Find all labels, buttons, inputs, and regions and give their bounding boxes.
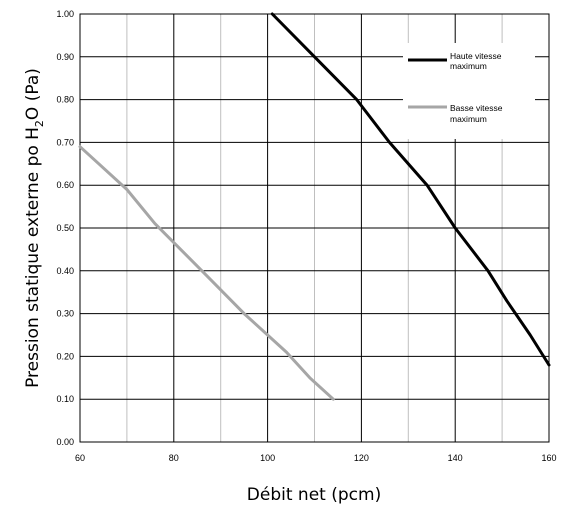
y-tick-label: 0.20 — [56, 351, 74, 361]
y-axis-title-subscript: 2 — [33, 120, 46, 127]
x-tick-label: 160 — [541, 453, 556, 463]
y-axis-title-main: Pression statique externe po H — [23, 127, 43, 388]
y-tick-label: 0.40 — [56, 266, 74, 276]
series-lines — [78, 12, 551, 401]
y-tick-labels: 0.00 0.10 0.20 0.30 0.40 0.50 0.60 0.70 0.80 0.90… — [56, 9, 74, 447]
legend-label-basse-vitesse-line2: maximum — [450, 114, 487, 124]
x-tick-label: 140 — [448, 453, 463, 463]
x-tick-label: 120 — [354, 453, 369, 463]
y-tick-label: 0.80 — [56, 95, 74, 105]
x-tick-labels: 60 80 100 120 140 160 — [75, 453, 557, 463]
y-axis-title-tail: O (Pa) — [23, 68, 43, 120]
x-tick-label: 80 — [169, 453, 179, 463]
x-tick-label: 100 — [260, 453, 275, 463]
plot-frame — [79, 13, 550, 443]
series-line-haute-vitesse — [270, 12, 551, 367]
y-tick-label: 0.70 — [56, 137, 74, 147]
series-line-basse-vitesse — [78, 145, 335, 401]
y-tick-label: 0.30 — [56, 309, 74, 319]
y-tick-label: 0.00 — [56, 437, 74, 447]
y-axis-title: Pression statique externe po H2O (Pa) — [23, 68, 46, 388]
legend-label-haute-vitesse-line2: maximum — [450, 61, 487, 71]
legend: Haute vitesse maximum Basse vitesse maxi… — [403, 43, 535, 139]
y-tick-label: 0.10 — [56, 394, 74, 404]
legend-label-basse-vitesse-line1: Basse vitesse — [450, 103, 503, 113]
y-tick-label: 0.90 — [56, 52, 74, 62]
legend-label-haute-vitesse-line1: Haute vitesse — [450, 51, 502, 61]
x-tick-label: 60 — [75, 453, 85, 463]
x-axis-title: Débit net (pcm) — [247, 485, 381, 505]
y-tick-label: 0.50 — [56, 223, 74, 233]
y-tick-label: 1.00 — [56, 9, 74, 19]
y-tick-label: 0.60 — [56, 180, 74, 190]
